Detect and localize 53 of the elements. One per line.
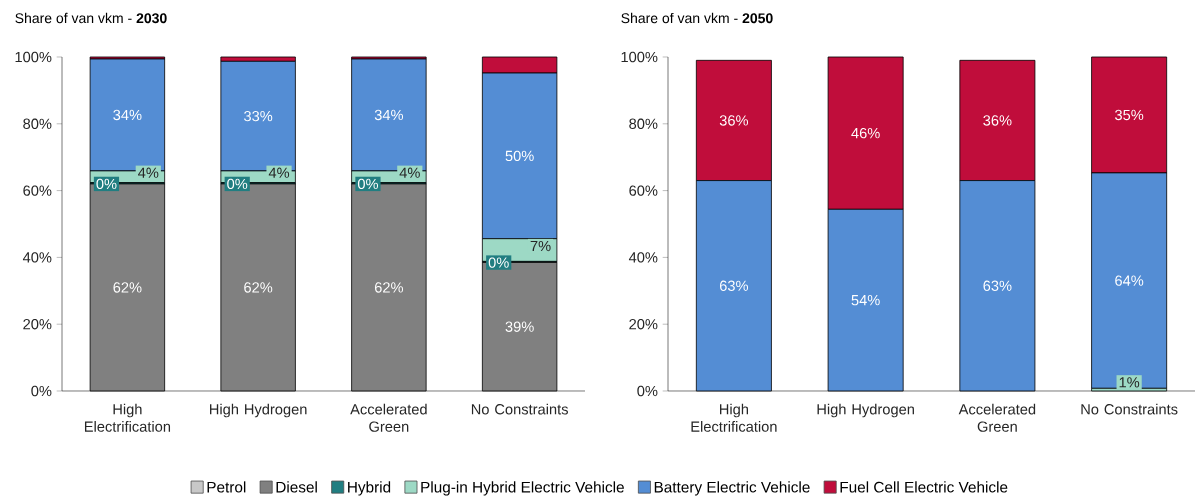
x-tick-label: Accelerated Green (350, 403, 427, 432)
data-label: 34% (374, 109, 404, 121)
y-tick-label: 40% (22, 252, 52, 263)
x-tick-label: High Electrification (691, 403, 777, 432)
legend-label: Battery Electric Vehicle (654, 481, 810, 496)
data-label: 0% (357, 178, 379, 190)
data-label: 62% (113, 282, 142, 293)
x-tick-label: Accelerated Green (958, 403, 1036, 432)
legend-label: Diesel (276, 481, 317, 493)
y-tick-label: 20% (23, 319, 52, 330)
data-label: 62% (244, 282, 273, 293)
y-tick-label: 60% (23, 185, 52, 196)
data-label: 0% (488, 257, 509, 268)
y-tick-label: 80% (23, 118, 52, 129)
data-label: 4% (399, 167, 420, 178)
legend-label: Petrol (207, 481, 246, 493)
data-label: 34% (113, 109, 142, 121)
data-label: 63% (983, 280, 1012, 291)
data-label: 54% (851, 295, 880, 306)
data-label: 4% (268, 167, 290, 178)
data-label: 7% (530, 240, 551, 252)
data-label: 0% (227, 178, 248, 190)
data-label: 35% (1115, 109, 1144, 121)
data-label: 46% (851, 127, 880, 139)
chart-title: Share of van vkm - 2030 (15, 12, 167, 24)
data-label: 64% (1115, 275, 1144, 286)
data-label: 1% (1119, 377, 1140, 388)
y-tick-label: 20% (629, 319, 658, 330)
data-label: 50% (505, 150, 534, 162)
chart-title: Share of van vkm - 2050 (621, 12, 773, 24)
x-tick-label: No Constraints (471, 403, 568, 415)
data-label: 4% (138, 167, 159, 178)
x-tick-label: High Hydrogen (210, 403, 307, 418)
y-tick-label: 0% (31, 385, 52, 397)
data-label: 63% (719, 280, 749, 291)
data-label: 62% (374, 282, 404, 293)
data-label: 36% (983, 115, 1012, 126)
y-tick-label: 80% (629, 118, 658, 129)
data-label: 36% (719, 115, 749, 126)
y-tick-label: 0% (637, 385, 658, 397)
x-tick-label: High Electrification (84, 403, 171, 432)
y-tick-label: 40% (628, 252, 658, 263)
y-tick-label: 100% (621, 51, 658, 63)
x-tick-label: No Constraints (1081, 403, 1178, 415)
data-label: 0% (96, 178, 117, 190)
legend-label: Plug-in Hybrid Electric Vehicle (421, 481, 624, 496)
x-tick-label: High Hydrogen (817, 403, 914, 418)
data-label: 33% (244, 110, 273, 122)
data-label: 39% (505, 321, 534, 332)
legend-label: Fuel Cell Electric Vehicle (840, 481, 1008, 493)
y-tick-label: 100% (15, 51, 52, 63)
y-tick-label: 60% (629, 185, 658, 196)
legend-label: Hybrid (348, 481, 391, 496)
